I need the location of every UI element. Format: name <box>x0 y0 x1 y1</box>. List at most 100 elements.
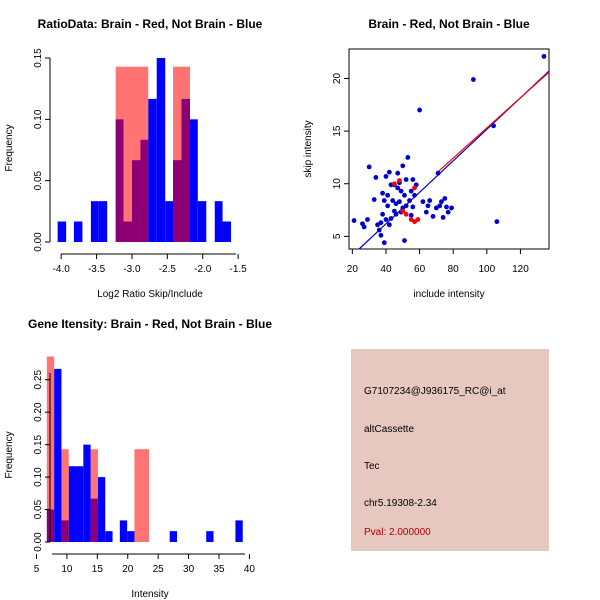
ratio-histogram-bar-not-brain-15 <box>214 201 223 242</box>
intensity-scatter-point-not-brain-43 <box>408 212 414 218</box>
intensity-scatter-xtick-label-1: 40 <box>380 264 392 275</box>
ratio-histogram-bar-brain-2 <box>131 66 141 242</box>
intensity-scatter-xtick-label-3: 80 <box>448 264 460 275</box>
ratio-histogram-bar-not-brain-3 <box>98 201 108 242</box>
intensity-scatter-point-not-brain-31 <box>397 199 402 205</box>
intensity-scatter-point-not-brain-39 <box>403 203 409 209</box>
gene-intensity-histogram-xtick-label-6: 35 <box>213 564 225 575</box>
ratio-histogram-xlabel: Log2 Ratio Skip/Include <box>97 289 203 300</box>
ratio-histogram-bar-not-brain-8 <box>148 98 157 243</box>
intensity-scatter-xtick-label-2: 60 <box>414 264 426 275</box>
gene-intensity-histogram-ytick-label-4: 0.20 <box>33 402 44 422</box>
ratio-histogram-bar-not-brain-0 <box>57 221 67 242</box>
intensity-scatter-point-not-brain-17 <box>385 192 391 198</box>
gene-intensity-histogram-xtick-label-7: 40 <box>244 564 256 575</box>
intensity-scatter-point-not-brain-18 <box>385 203 391 209</box>
ratio-histogram-ytick-label-1: 0.05 <box>33 170 44 190</box>
ratio-histogram-xtick-label-0: -4.0 <box>53 264 71 275</box>
gene-intensity-histogram-title: Gene Itensity: Brain - Red, Not Brain - … <box>28 317 272 331</box>
intensity-scatter-point-brain-3 <box>403 211 409 217</box>
gene-intensity-histogram-bar-not-brain-13 <box>235 520 243 542</box>
intensity-scatter-point-not-brain-57 <box>439 199 444 205</box>
intensity-scatter-point-not-brain-55 <box>435 170 441 176</box>
intensity-scatter-point-not-brain-3 <box>365 217 370 222</box>
ratio-histogram-ticks: -4.0 -3.5 -3.0 -2.5 -2.0 -1.5 0.00 0.05 0.10 0.15 <box>33 48 247 275</box>
intensity-scatter-point-not-brain-8 <box>376 227 382 233</box>
intensity-scatter-points <box>351 53 547 246</box>
intensity-scatter-point-brain-6 <box>415 217 421 222</box>
p-value: Pval: 2.000000 <box>364 527 431 538</box>
gene-intensity-histogram-bar-brain-3 <box>134 449 142 542</box>
ratio-histogram-xtick-label-1: -3.5 <box>88 264 106 275</box>
intensity-scatter-point-not-brain-19 <box>386 222 392 228</box>
intensity-scatter-point-not-brain-4 <box>366 164 372 170</box>
ratio-histogram: RatioData: Brain - Red, Not Brain - Blue… <box>4 17 263 300</box>
ratio-histogram-bar-not-brain-10 <box>165 201 174 242</box>
ratio-histogram-bar-not-brain-14 <box>197 201 207 242</box>
intensity-scatter-point-not-brain-61 <box>445 209 451 215</box>
gene-intensity-histogram-xtick-label-2: 15 <box>92 564 104 575</box>
intensity-scatter-ytick-label-1: 10 <box>332 178 343 190</box>
gene-intensity-histogram-xtick-label-4: 25 <box>153 564 165 575</box>
probe-id: G7107234@J936175_RC@i_at <box>364 386 506 397</box>
ratio-histogram-bar-brain-4 <box>173 66 182 242</box>
gene-name: Tec <box>364 461 380 472</box>
ratio-histogram-ytick-label-3: 0.15 <box>33 48 44 68</box>
intensity-scatter-ytick-label-3: 20 <box>332 72 343 84</box>
ratio-histogram-ylabel: Frequency <box>4 124 15 171</box>
gene-intensity-histogram-bar-brain-4 <box>141 449 150 542</box>
intensity-scatter-point-not-brain-44 <box>410 177 416 182</box>
gene-intensity-histogram-ticks: 5 10 15 20 25 30 35 40 0.00 0.05 0.10 0.15 0.20 0.25 <box>33 370 255 575</box>
gene-intensity-histogram-xlabel: Intensity <box>131 589 168 600</box>
intensity-scatter-point-not-brain-63 <box>470 77 476 82</box>
intensity-scatter-point-not-brain-64 <box>491 123 496 129</box>
probe-info-panel: G7107234@J936175_RC@i_at altCassette Tec… <box>351 349 549 551</box>
gene-intensity-histogram-bar-not-brain-11 <box>169 531 178 542</box>
gene-intensity-histogram-bar-not-brain-3 <box>68 466 77 542</box>
intensity-scatter-point-not-brain-40 <box>405 155 411 160</box>
intensity-scatter-point-not-brain-5 <box>371 197 377 202</box>
gene-intensity-histogram-bars <box>46 356 243 542</box>
intensity-scatter-point-not-brain-27 <box>393 211 399 217</box>
intensity-scatter-ylabel: skip intensity <box>303 120 314 177</box>
ratio-histogram-title: RatioData: Brain - Red, Not Brain - Blue <box>38 17 263 31</box>
gene-intensity-histogram: Gene Itensity: Brain - Red, Not Brain - … <box>4 317 272 600</box>
intensity-scatter-point-not-brain-58 <box>440 215 446 220</box>
intensity-scatter-point-not-brain-42 <box>408 188 414 194</box>
intensity-scatter-point-not-brain-56 <box>437 203 443 209</box>
intensity-scatter-frame <box>348 48 550 250</box>
intensity-scatter-point-not-brain-22 <box>388 216 394 221</box>
ratio-histogram-bar-brain-3 <box>140 66 149 242</box>
intensity-scatter-xtick-label-0: 20 <box>347 264 359 275</box>
genomic-location: chr5.19308-2.34 <box>364 498 437 509</box>
ratio-histogram-xtick-label-5: -1.5 <box>230 264 248 275</box>
ratio-histogram-ytick-label-0: 0.00 <box>33 232 44 252</box>
gene-intensity-histogram-ytick-label-5: 0.25 <box>33 370 44 390</box>
intensity-scatter-point-not-brain-60 <box>444 204 449 210</box>
intensity-scatter-point-not-brain-11 <box>380 190 386 196</box>
ratio-histogram-xtick-label-4: -2.0 <box>194 264 212 275</box>
intensity-scatter-point-not-brain-9 <box>378 220 384 226</box>
intensity-scatter-point-not-brain-37 <box>402 238 407 243</box>
intensity-scatter-point-not-brain-38 <box>403 177 409 182</box>
intensity-scatter: Brain - Red, Not Brain - Blue 20 40 60 80 10… <box>303 17 550 300</box>
intensity-scatter-point-not-brain-10 <box>378 232 384 238</box>
gene-intensity-histogram-ytick-label-3: 0.15 <box>33 434 44 454</box>
intensity-scatter-ytick-label-0: 5 <box>332 233 343 239</box>
intensity-scatter-point-brain-1 <box>397 178 402 183</box>
gene-intensity-histogram-ylabel: Frequency <box>4 431 15 478</box>
intensity-scatter-point-not-brain-51 <box>425 203 431 209</box>
intensity-scatter-xlabel: include intensity <box>413 289 484 300</box>
intensity-scatter-point-not-brain-45 <box>410 204 416 210</box>
intensity-scatter-point-not-brain-13 <box>381 240 387 246</box>
ratio-histogram-bar-not-brain-13 <box>189 119 198 242</box>
gene-intensity-histogram-bar-not-brain-8 <box>105 531 113 542</box>
ratio-histogram-bar-not-brain-16 <box>222 221 232 242</box>
gene-intensity-histogram-xtick-label-3: 20 <box>122 564 134 575</box>
gene-intensity-histogram-bar-brain-1 <box>61 449 69 542</box>
ratio-histogram-xtick-label-3: -2.5 <box>159 264 177 275</box>
gene-intensity-histogram-bar-not-brain-9 <box>119 520 128 542</box>
intensity-scatter-point-brain-2 <box>400 208 406 214</box>
gene-intensity-histogram-bar-not-brain-7 <box>97 477 106 542</box>
intensity-scatter-ticks: 20 40 60 80 100 120 5 10 15 20 <box>332 72 529 275</box>
